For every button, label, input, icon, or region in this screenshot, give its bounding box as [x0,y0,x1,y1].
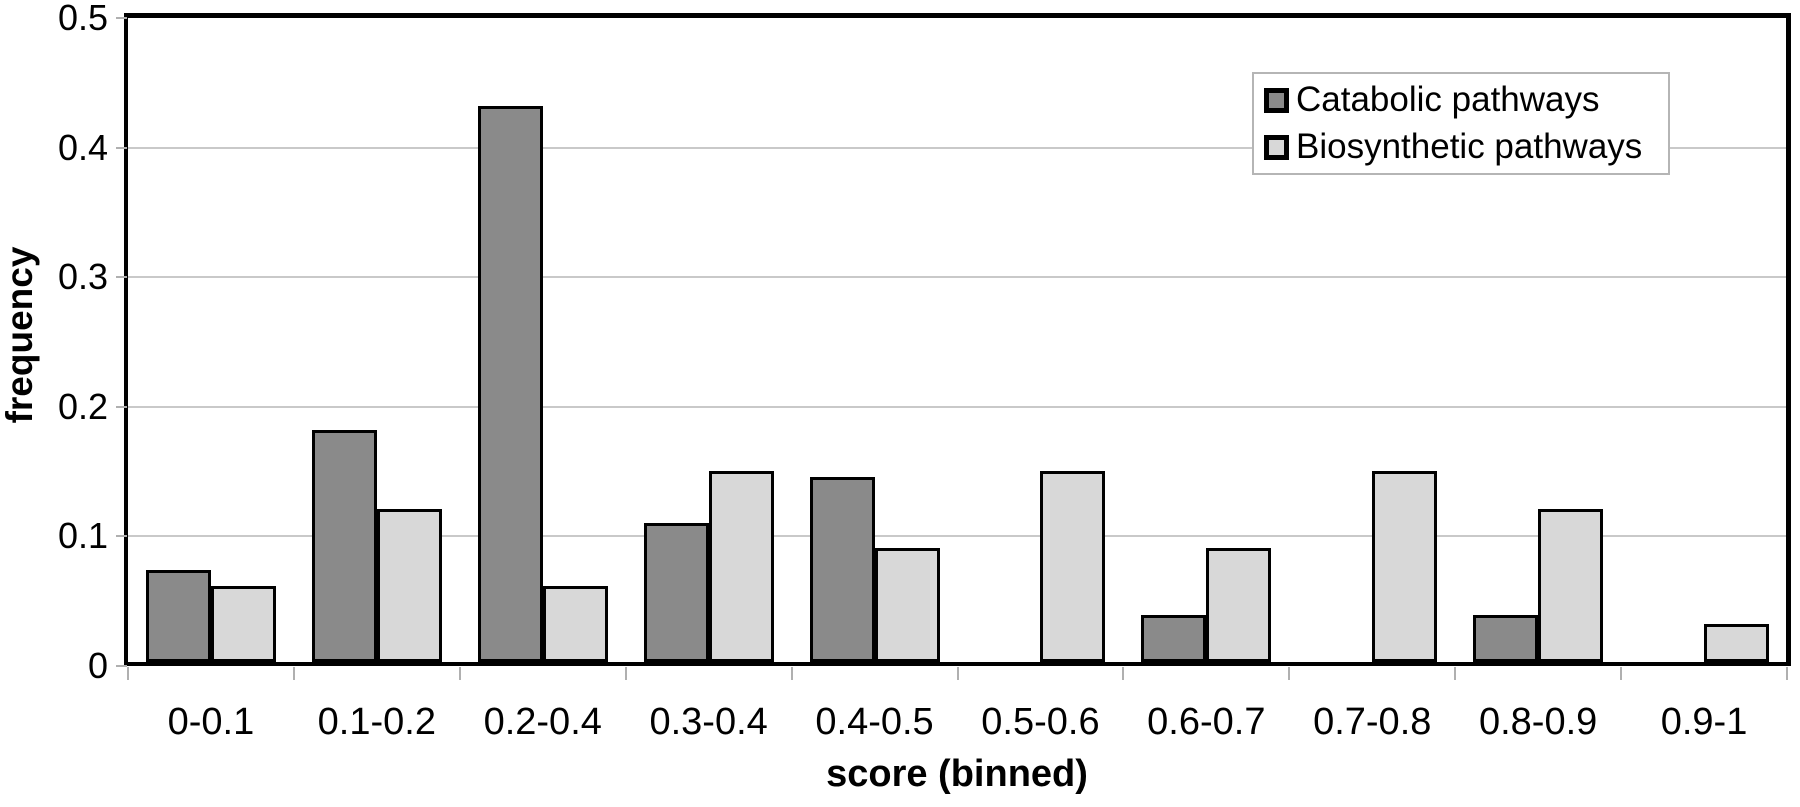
x-category-label-0-0-1: 0-0.1 [167,701,255,743]
y-tick-mark-0.3 [116,276,127,279]
x-tick-mark-2 [458,667,461,680]
x-tick-mark-9 [1620,667,1623,680]
x-tick-mark-5 [956,667,959,680]
x-category-label-0-1-0-2: 0.1-0.2 [317,701,436,743]
bar-catabolic-pathways-0-1-0-2 [312,430,377,662]
x-axis-title: score (binned) [826,753,1088,795]
bar-biosynthetic-pathways-0-8-0-9 [1538,509,1603,662]
x-tick-mark-10 [1786,667,1788,680]
legend-label-catabolic-pathways: Catabolic pathways [1296,80,1600,119]
legend-item-biosynthetic-pathways: Biosynthetic pathways [1264,126,1668,168]
x-tick-mark-4 [790,667,793,680]
y-axis-title: frequency [0,246,40,424]
x-tick-mark-6 [1122,667,1125,680]
bar-biosynthetic-pathways-0-1-0-2 [377,509,442,662]
bar-catabolic-pathways-0-4-0-5 [810,477,875,662]
legend-item-catabolic-pathways: Catabolic pathways [1264,79,1668,121]
legend-swatch-catabolic-pathways [1264,87,1289,113]
y-tick-label-0.2: 0.2 [57,385,108,427]
x-category-label-0-7-0-8: 0.7-0.8 [1313,701,1432,743]
bar-biosynthetic-pathways-0-9-1 [1704,624,1769,662]
x-category-label-0-6-0-7: 0.6-0.7 [1147,701,1266,743]
bar-catabolic-pathways-0-6-0-7 [1141,615,1206,662]
y-tick-label-0.5: 0.5 [57,0,108,38]
y-tick-mark-0.2 [116,405,127,408]
bar-catabolic-pathways-0-3-0-4 [644,523,709,662]
y-tick-label-0.1: 0.1 [57,515,108,557]
y-tick-label-0.4: 0.4 [57,126,108,168]
bar-biosynthetic-pathways-0-6-0-7 [1206,548,1271,662]
x-tick-mark-1 [292,667,295,680]
y-tick-mark-0.1 [116,535,127,538]
x-category-label-0-5-0-6: 0.5-0.6 [981,701,1100,743]
y-tick-label-0.3: 0.3 [57,256,108,298]
x-category-label-0-8-0-9: 0.8-0.9 [1478,701,1598,743]
bar-biosynthetic-pathways-0-5-0-6 [1040,471,1105,662]
legend-label-biosynthetic-pathways: Biosynthetic pathways [1296,127,1643,166]
x-tick-mark-3 [624,667,627,680]
bar-catabolic-pathways-0-0-1 [146,570,211,662]
gridline-0.3 [128,276,1786,279]
bar-biosynthetic-pathways-0-2-0-4 [543,586,608,662]
x-category-label-0-2-0-4: 0.2-0.4 [483,701,602,743]
x-category-label-0-3-0-4: 0.3-0.4 [649,701,768,743]
bar-biosynthetic-pathways-0-0-1 [211,586,276,662]
x-tick-mark-8 [1454,667,1457,680]
gridline-0.4 [128,146,1786,149]
y-tick-mark-0.5 [116,17,127,19]
gridline-0.2 [128,405,1786,408]
x-category-label-0-9-1: 0.9-1 [1660,701,1748,743]
bar-biosynthetic-pathways-0-7-0-8 [1372,471,1437,662]
bar-biosynthetic-pathways-0-4-0-5 [875,548,940,662]
x-category-label-0-4-0-5: 0.4-0.5 [815,701,934,743]
legend-swatch-biosynthetic-pathways [1264,134,1289,160]
x-tick-mark-0 [127,667,129,680]
y-tick-label-0: 0 [87,645,108,686]
legend: Catabolic pathways Biosynthetic pathways [1252,72,1670,175]
bar-biosynthetic-pathways-0-3-0-4 [709,471,774,662]
y-tick-mark-0.4 [116,146,127,149]
bar-catabolic-pathways-0-8-0-9 [1473,615,1538,662]
gridline-0.1 [128,535,1786,538]
y-tick-mark-0 [116,665,127,667]
bar-catabolic-pathways-0-2-0-4 [478,106,543,662]
x-tick-mark-7 [1288,667,1291,680]
